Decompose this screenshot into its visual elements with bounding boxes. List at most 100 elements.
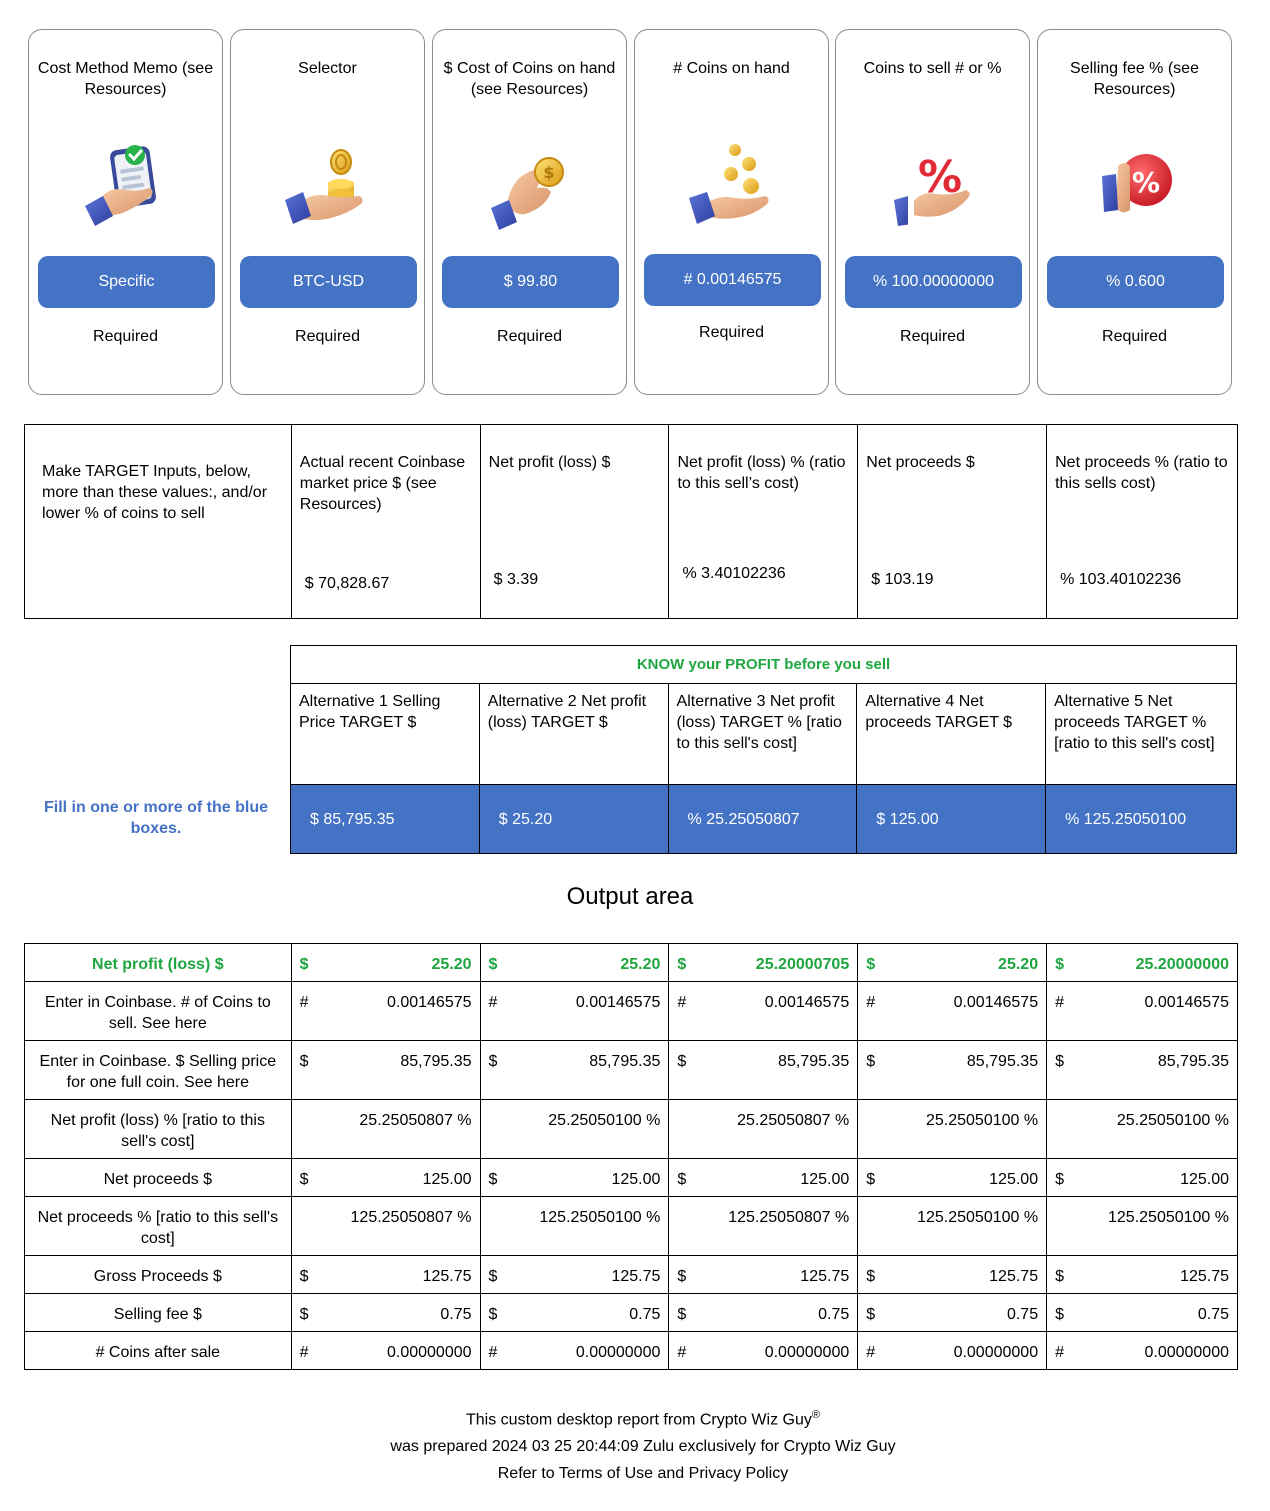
- output-row: Gross Proceeds $ $125.75 $125.75 $125.75 $12…: [24, 1255, 1238, 1294]
- fill-instructions: Fill in one or more of the blue boxes.: [43, 799, 268, 837]
- unit-symbol: $: [299, 1306, 309, 1323]
- targets-table: KNOW your PROFIT before you sell Alterna…: [290, 645, 1237, 854]
- required-label: Required: [497, 328, 562, 345]
- net-proceeds-pct-value: % 103.40102236: [1060, 571, 1182, 588]
- hand-holding-percent-badge-icon: %: [1090, 142, 1180, 232]
- unit-symbol: #: [677, 994, 687, 1011]
- output-row-label: Net profit (loss) $: [24, 943, 292, 982]
- output-value: 0.75: [818, 1306, 850, 1323]
- required-label: Required: [1102, 328, 1167, 345]
- hand-holding-percent-icon: %: [888, 142, 978, 232]
- unit-symbol: $: [677, 1053, 687, 1070]
- unit-symbol: $: [1055, 1306, 1064, 1323]
- output-cell: $0.75: [479, 1293, 670, 1332]
- unit-symbol: $: [299, 1268, 309, 1285]
- output-value: 0.00000000: [1144, 1344, 1229, 1361]
- output-row: Enter in Coinbase. # of Coins to sell. S…: [24, 981, 1238, 1041]
- results-header: Actual recent Coinbase market price $ (s…: [299, 454, 466, 513]
- output-value: 125.00: [422, 1171, 472, 1188]
- output-value: 125.75: [422, 1268, 472, 1285]
- unit-symbol: #: [866, 1344, 876, 1361]
- alternative-4-input[interactable]: $ 125.00: [856, 784, 1047, 854]
- coins-on-hand-input[interactable]: # 0.00146575: [644, 254, 821, 306]
- output-value: 85,795.35: [966, 1053, 1039, 1070]
- output-cell: $85,795.35: [668, 1040, 859, 1100]
- output-cell: 125.25050100 %: [857, 1196, 1048, 1256]
- required-label: Required: [93, 328, 158, 345]
- output-cell: #0.00146575: [668, 981, 859, 1041]
- alternative-3-input[interactable]: % 25.25050807: [667, 784, 858, 854]
- alternative-2-input[interactable]: $ 25.20: [478, 784, 669, 854]
- unit-symbol: $: [866, 956, 876, 973]
- output-cell: #0.00146575: [290, 981, 481, 1041]
- target-instructions: Make TARGET Inputs, below, more than the…: [24, 424, 292, 619]
- output-cell: $125.75: [290, 1255, 481, 1294]
- output-value: 0.75: [1197, 1306, 1229, 1323]
- output-cell: $125.00: [1046, 1158, 1238, 1197]
- alternative-2-header: Alternative 2 Net profit (loss) TARGET $: [478, 683, 669, 785]
- unit-symbol: #: [299, 994, 309, 1011]
- alternative-5-input[interactable]: % 125.25050100: [1045, 784, 1237, 854]
- unit-symbol: #: [488, 994, 498, 1011]
- unit-symbol: $: [488, 1306, 498, 1323]
- results-header: Net proceeds $: [866, 454, 975, 471]
- cost-of-coins-input[interactable]: $ 99.80: [442, 256, 619, 308]
- output-cell: $0.75: [668, 1293, 859, 1332]
- terms-privacy-link[interactable]: Refer to Terms of Use and Privacy Policy: [497, 1465, 789, 1483]
- footer-line-2: was prepared 2024 03 25 20:44:09 Zulu ex…: [0, 1433, 1270, 1460]
- output-cell: 25.25050100 %: [1046, 1099, 1238, 1159]
- output-table: Net profit (loss) $ $25.20 $25.20 $25.20000…: [24, 943, 1238, 1370]
- results-col-market-price: Actual recent Coinbase market price $ (s…: [290, 424, 481, 619]
- output-value: 125.00: [1180, 1171, 1229, 1188]
- output-cell: $0.75: [857, 1293, 1048, 1332]
- selling-fee-input[interactable]: % 0.600: [1047, 256, 1224, 308]
- output-value: 0.00000000: [575, 1344, 661, 1361]
- input-cards: Cost Method Memo (see Resources) Specifi…: [28, 29, 1232, 395]
- output-value: 125.25050807 %: [350, 1209, 472, 1226]
- unit-symbol: $: [1055, 956, 1064, 973]
- output-value: 125.25050807 %: [728, 1209, 850, 1226]
- output-value: 125.25050100 %: [917, 1209, 1039, 1226]
- hand-holding-dollar-coin-icon: $: [485, 142, 575, 232]
- output-row: Net profit (loss) % [ratio to this sell'…: [24, 1099, 1238, 1159]
- output-row: Enter in Coinbase. $ Selling price for o…: [24, 1040, 1238, 1100]
- report-footer: This custom desktop report from Crypto W…: [0, 1402, 1270, 1487]
- output-value: 0.00146575: [575, 994, 661, 1011]
- output-row-label: Enter in Coinbase. # of Coins to sell. S…: [24, 981, 292, 1041]
- output-cell: $125.75: [479, 1255, 670, 1294]
- cost-method-select[interactable]: Specific: [38, 256, 215, 308]
- output-row-label: Gross Proceeds $: [24, 1255, 292, 1294]
- unit-symbol: $: [488, 1171, 498, 1188]
- output-value: 125.00: [611, 1171, 661, 1188]
- selector-select[interactable]: BTC-USD: [240, 256, 417, 308]
- output-cell: #0.00000000: [1046, 1331, 1238, 1370]
- unit-symbol: $: [299, 1171, 309, 1188]
- output-value: 25.20000000: [1135, 956, 1229, 973]
- footer-user-name: Crypto Wiz Guy: [783, 1438, 896, 1456]
- alternative-1-input[interactable]: $ 85,795.35: [290, 784, 480, 854]
- output-cell: $125.75: [857, 1255, 1048, 1294]
- coins-to-sell-input[interactable]: % 100.00000000: [845, 256, 1022, 308]
- output-cell: $25.20: [479, 943, 670, 982]
- svg-text:%: %: [1131, 166, 1159, 199]
- output-cell: $125.00: [479, 1158, 670, 1197]
- output-value: 25.25050100 %: [548, 1112, 661, 1129]
- output-value: 25.20: [620, 956, 661, 973]
- output-value: 0.00000000: [953, 1344, 1039, 1361]
- unit-symbol: $: [677, 1268, 687, 1285]
- unit-symbol: #: [1055, 1344, 1064, 1361]
- output-value: 0.75: [1006, 1306, 1039, 1323]
- hand-holding-phone-checkmark-icon: [81, 142, 171, 232]
- unit-symbol: $: [1055, 1053, 1064, 1070]
- output-value: 25.25050100 %: [1116, 1112, 1229, 1129]
- output-cell: 125.25050807 %: [668, 1196, 859, 1256]
- output-cell: #0.00000000: [479, 1331, 670, 1370]
- targets-banner: KNOW your PROFIT before you sell: [290, 645, 1237, 684]
- footer-brand-text: This custom desktop report from Crypto W…: [466, 1411, 812, 1429]
- output-value: 0.00000000: [764, 1344, 850, 1361]
- results-header: Net proceeds % (ratio to this sells cost…: [1055, 454, 1228, 492]
- registered-mark: ®: [811, 1409, 820, 1421]
- output-cell: $125.00: [857, 1158, 1048, 1197]
- output-value: 25.20: [431, 956, 472, 973]
- input-card-selling-fee: Selling fee % (see Resources) % % 0.600 …: [1037, 29, 1232, 395]
